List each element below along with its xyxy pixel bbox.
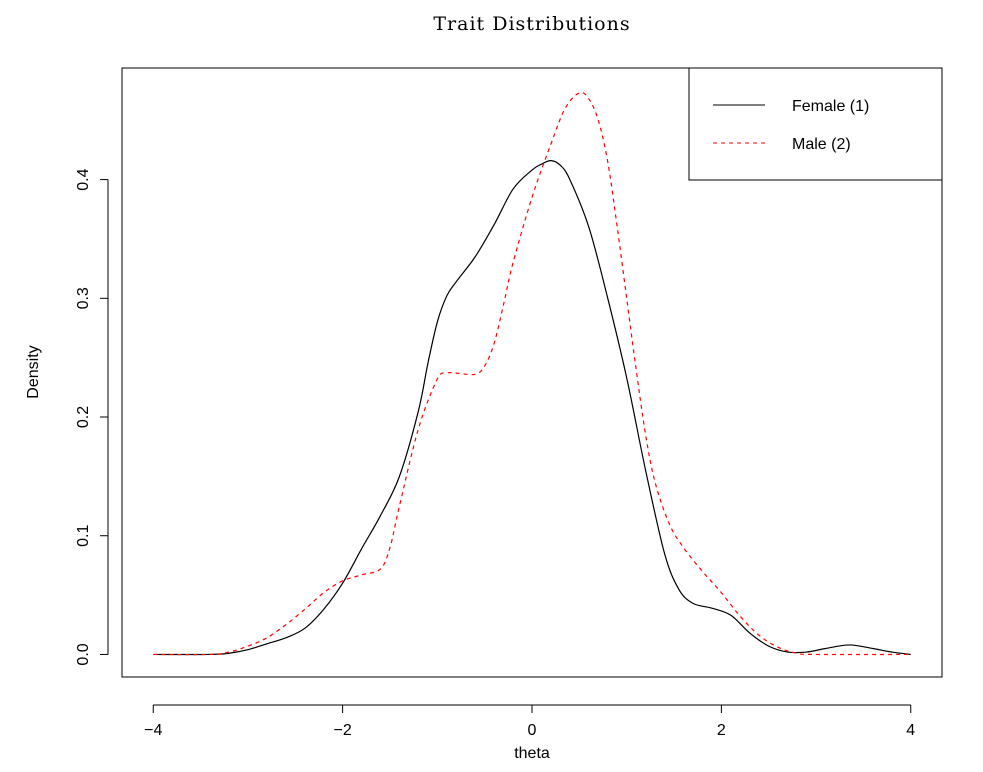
y-axis: 0.0 0.1 0.2 0.3 0.4 (75, 168, 109, 666)
y-tick-label: 0.4 (75, 168, 92, 190)
x-tick-label: 2 (717, 722, 726, 739)
series-line-male (153, 91, 911, 656)
y-axis-label: Density (25, 345, 42, 398)
x-tick-label: 4 (906, 722, 915, 739)
x-axis-label: theta (514, 745, 550, 762)
plot-frame (121, 67, 943, 678)
x-tick-label: −4 (144, 722, 162, 739)
y-tick-label: 0.1 (75, 525, 92, 547)
y-tick-label: 0.0 (75, 643, 92, 665)
legend-box (688, 67, 943, 181)
legend: Female (1) Male (2) (688, 67, 943, 181)
legend-label-male: Male (2) (792, 136, 851, 153)
series-layer (153, 91, 911, 656)
legend-label-female: Female (1) (792, 98, 869, 115)
x-tick-label: 0 (528, 722, 537, 739)
y-tick-label: 0.3 (75, 287, 92, 309)
chart-title: Trait Distributions (433, 13, 630, 35)
x-axis: −4 −2 0 2 4 (144, 704, 915, 739)
y-tick-label: 0.2 (75, 406, 92, 428)
series-line-female (153, 159, 911, 656)
x-tick-label: −2 (333, 722, 351, 739)
